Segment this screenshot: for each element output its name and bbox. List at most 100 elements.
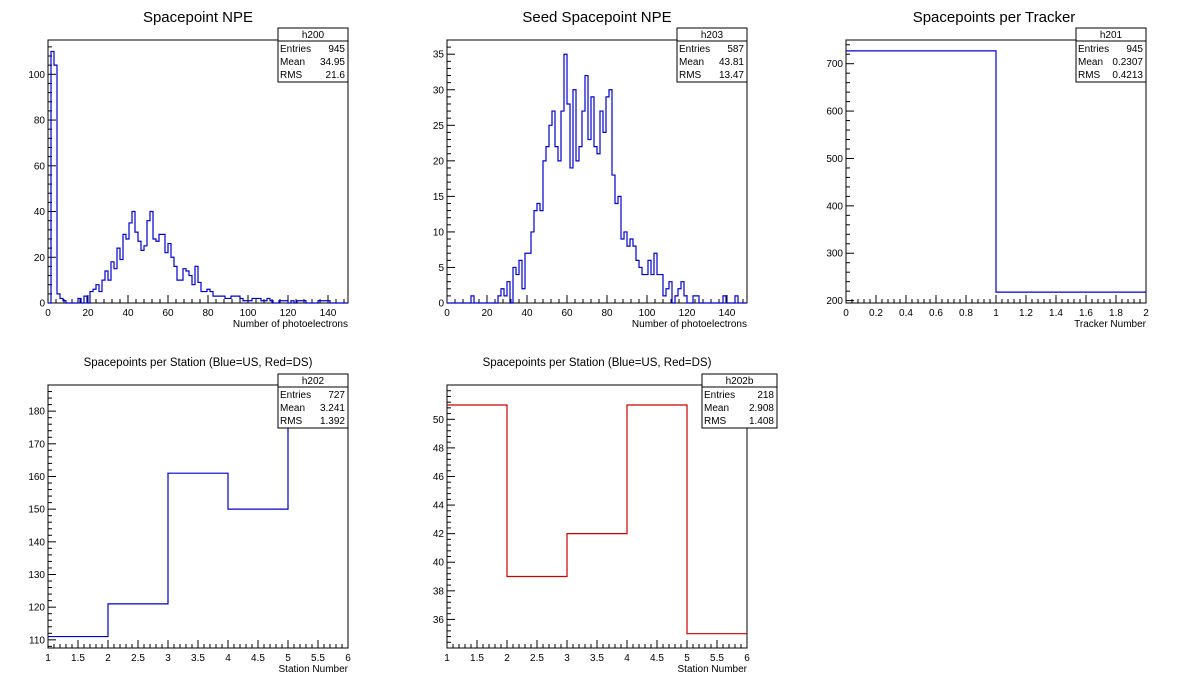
histogram-series-line <box>447 404 747 635</box>
histogram-bin <box>546 147 549 303</box>
stats-row-label: Mean <box>704 403 729 414</box>
stats-box: h202 Entries 727 Mean 3.241 RMS 1.392 <box>277 373 349 429</box>
x-tick-label: 2 <box>504 653 510 664</box>
y-tick-label: 300 <box>826 249 843 260</box>
histogram-bin <box>204 292 207 303</box>
stats-row-label: RMS <box>280 70 303 81</box>
histogram-bin <box>549 125 552 303</box>
histogram-bin <box>264 301 267 303</box>
x-tick-label: 0 <box>45 308 51 319</box>
x-tick-label: 6 <box>345 653 351 664</box>
stats-box: h200 Entries 945 Mean 34.95 RMS 21.6 <box>277 27 349 83</box>
histogram-bin <box>693 296 696 303</box>
histogram-bin <box>48 637 108 648</box>
histogram-bin <box>612 175 615 303</box>
histogram-bin <box>198 282 201 303</box>
chart-title: Spacepoints per Tracker <box>913 9 1076 26</box>
y-tick-label: 80 <box>34 116 46 127</box>
histogram-bin <box>564 54 567 303</box>
x-tick-label: 0.2 <box>869 308 883 319</box>
y-tick-label: 40 <box>433 558 445 569</box>
histogram-bin <box>684 296 687 303</box>
histogram-bin <box>228 509 288 648</box>
histogram-bin <box>669 282 672 303</box>
histogram-bin <box>648 260 651 303</box>
x-tick-label: 0 <box>444 308 450 319</box>
histogram-bin <box>186 271 189 303</box>
stats-box-name: h201 <box>1100 30 1123 41</box>
y-tick-label: 15 <box>433 192 445 203</box>
histogram-bin <box>528 253 531 303</box>
stats-box-name: h202b <box>726 376 754 387</box>
histogram-bin <box>324 301 327 303</box>
x-tick-label: 5.5 <box>710 653 724 664</box>
stats-box-name: h200 <box>302 30 325 41</box>
stats-row-label: Entries <box>280 390 311 401</box>
histogram-bin <box>516 275 519 303</box>
histogram-bin <box>531 232 534 303</box>
stats-row-label: Entries <box>704 390 735 401</box>
y-tick-label: 400 <box>826 201 843 212</box>
histogram-bin <box>606 97 609 303</box>
stats-row-value: 945 <box>1126 44 1143 55</box>
y-tick-label: 20 <box>433 156 445 167</box>
chart-title: Spacepoints per Station (Blue=US, Red=DS… <box>483 357 712 369</box>
histogram-bin <box>723 296 726 303</box>
histogram-bin <box>540 211 543 303</box>
histogram-bin <box>177 280 180 303</box>
x-tick-label: 80 <box>601 308 613 319</box>
histogram-bin <box>138 241 141 303</box>
stats-row-label: RMS <box>280 416 303 427</box>
y-tick-label: 36 <box>433 615 445 626</box>
y-tick-label: 30 <box>433 85 445 96</box>
histogram-bin <box>237 296 240 303</box>
histogram-bin <box>651 275 654 303</box>
histogram-bin <box>132 212 135 303</box>
stats-row-label: Entries <box>1078 44 1109 55</box>
histogram-bin <box>534 211 537 303</box>
histogram-bin <box>570 168 573 303</box>
y-tick-label: 38 <box>433 586 445 597</box>
histogram-bin <box>297 301 300 303</box>
histogram-bin <box>213 296 216 303</box>
y-tick-label: 25 <box>433 121 445 132</box>
y-tick-label: 40 <box>34 207 46 218</box>
histogram-bin <box>537 203 540 303</box>
stats-row-label: Mean <box>280 403 305 414</box>
histogram-bin <box>249 301 252 303</box>
histogram-bin <box>621 239 624 303</box>
x-tick-label: 4.5 <box>650 653 664 664</box>
x-tick-label: 140 <box>320 308 337 319</box>
histogram-bin <box>576 161 579 303</box>
x-tick-label: 3.5 <box>590 653 604 664</box>
histogram-bin <box>255 298 258 303</box>
histogram-bin <box>552 111 555 303</box>
x-tick-label: 1.2 <box>1019 308 1033 319</box>
histogram-bin <box>558 161 561 303</box>
histogram-bin <box>144 246 147 303</box>
y-tick-label: 0 <box>438 299 444 310</box>
x-tick-label: 1.6 <box>1079 308 1093 319</box>
histogram-bin <box>117 248 120 303</box>
histogram-bin <box>168 244 171 303</box>
stats-row-label: Entries <box>679 44 710 55</box>
histogram-bin <box>159 234 162 303</box>
histogram-bin <box>153 239 156 303</box>
histogram-bin <box>519 260 522 303</box>
x-tick-label: 1 <box>45 653 51 664</box>
x-tick-label: 60 <box>561 308 573 319</box>
stats-row-label: Entries <box>280 44 311 55</box>
x-tick-label: 120 <box>679 308 696 319</box>
y-tick-label: 50 <box>433 415 445 426</box>
stats-row-label: Mean <box>280 57 305 68</box>
stats-row-label: Mean <box>1078 57 1103 68</box>
histogram-bin <box>522 289 525 303</box>
histogram-bin <box>195 266 198 303</box>
x-tick-label: 5.5 <box>311 653 325 664</box>
x-tick-label: 80 <box>202 308 214 319</box>
histogram-bin <box>270 301 273 303</box>
histogram-bin <box>663 296 666 303</box>
x-tick-label: 0.4 <box>899 308 913 319</box>
histogram-bin <box>90 292 93 303</box>
